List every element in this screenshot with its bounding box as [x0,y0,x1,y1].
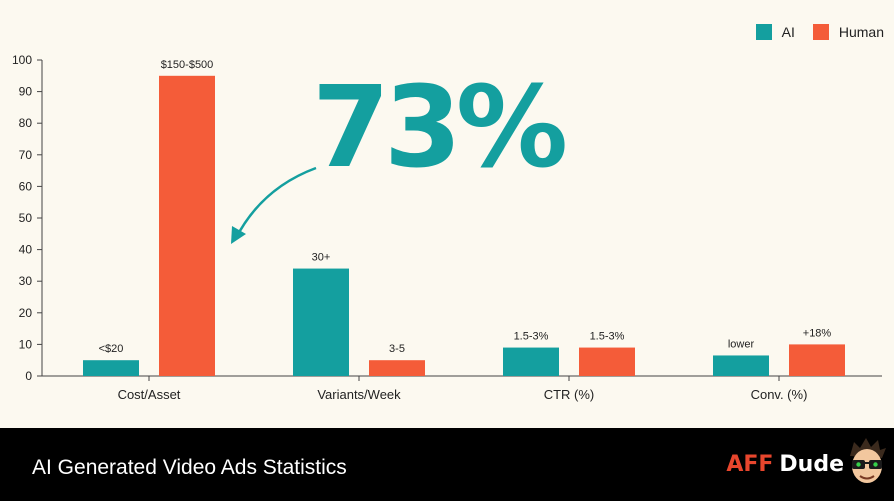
brand-aff: AFF [726,452,774,477]
x-tick-label: Cost/Asset [118,387,181,402]
legend-swatch-human [812,24,829,40]
bar-ai-2 [293,268,349,376]
data-label: 3-5 [389,343,405,355]
footer-bar: AI Generated Video Ads Statistics AFF Du… [0,428,894,501]
y-tick-label: 80 [19,116,33,130]
annotation-arrow [234,166,317,239]
big-stat-annotation: 73% [312,63,568,193]
legend-label-ai: AI [781,24,795,40]
mascot-icon [850,438,886,483]
bar-human-1 [159,75,215,377]
y-tick-label: 0 [25,369,32,383]
bar-ai-1 [83,360,139,376]
y-tick-label: 10 [19,337,33,351]
data-label: lower [728,338,755,350]
bar-ai-4 [713,355,769,376]
data-label: 30+ [312,252,331,264]
bar-human-4 [789,344,845,376]
y-tick-label: 30 [19,274,33,288]
annotation-arrowhead [231,226,246,244]
chart-area: 0 10 20 30 40 50 60 70 80 90 100 <$20 $150-$500 Cost/… [11,24,884,402]
data-label: +18% [803,327,832,339]
y-tick-label: 20 [19,306,33,320]
bar-ai-3 [503,347,559,376]
x-tick-label: Conv. (%) [751,387,808,402]
y-tick-label: 40 [19,243,33,257]
x-tick-label: CTR (%) [544,387,595,402]
bar-human-3 [579,347,635,376]
brand-dude: Dude [779,452,844,477]
y-tick-label: 60 [19,179,33,193]
legend-item-human: Human [812,24,884,40]
y-tick-label: 100 [12,53,32,67]
y-tick-label: 90 [19,85,33,99]
data-label: $150-$500 [161,59,214,71]
bar-human-2 [369,360,425,376]
brand-logo: AFF Dude [726,452,844,477]
bar-chart: 0 10 20 30 40 50 60 70 80 90 100 <$20 $150-$500 Cost/… [12,53,882,402]
y-tick-label: 50 [19,211,33,225]
data-label: 1.5-3% [590,331,625,343]
legend-item-ai: AI [755,24,795,40]
legend-label-human: Human [838,24,884,40]
footer-title: AI Generated Video Ads Statistics [32,456,347,479]
data-label: 1.5-3% [514,331,549,343]
y-tick-label: 70 [19,148,33,162]
x-tick-label: Variants/Week [317,387,401,402]
data-label: <$20 [99,343,124,355]
legend: AI Human [746,24,884,40]
legend-swatch-ai [755,24,772,40]
